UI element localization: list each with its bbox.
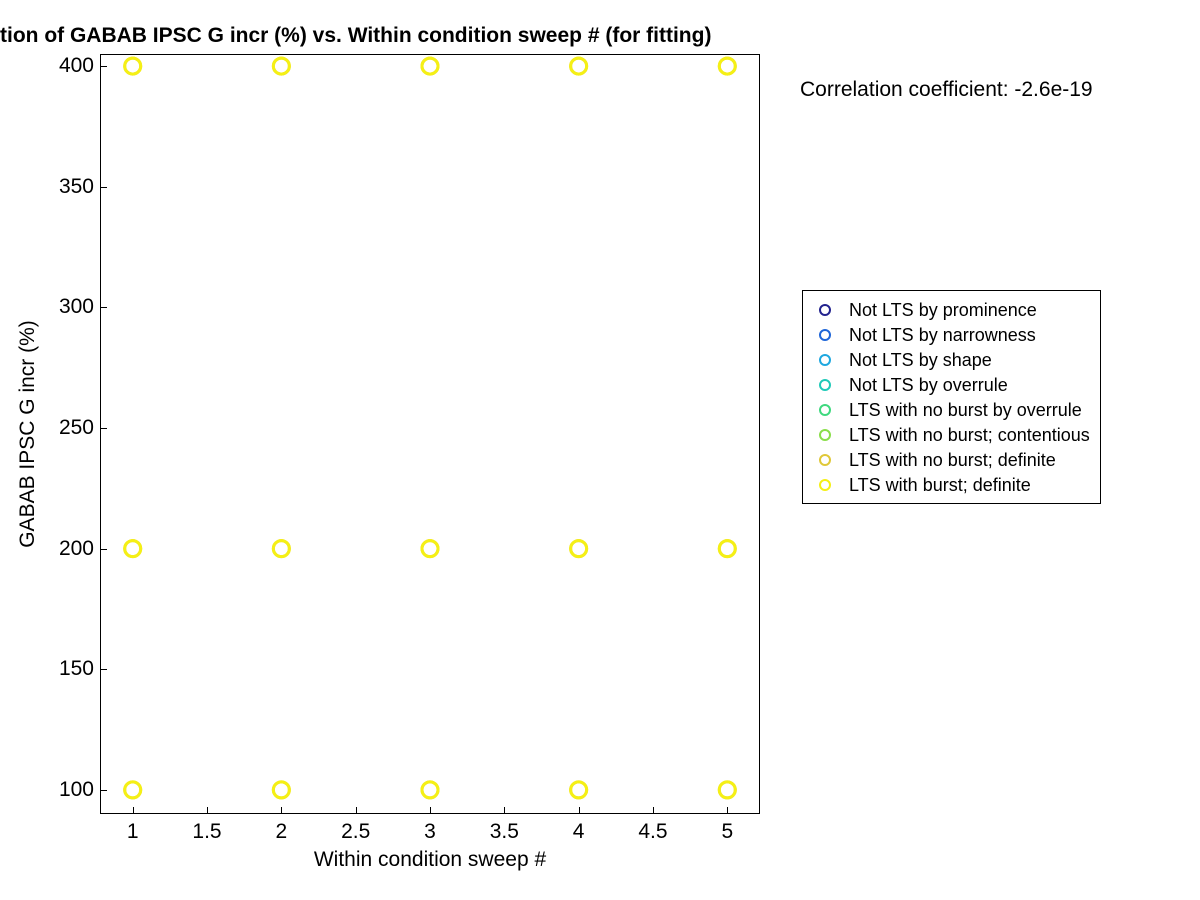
chart-title: tion of GABAB IPSC G incr (%) vs. Within…: [0, 24, 780, 48]
x-tick-label: 1.5: [192, 820, 221, 844]
x-tick-label: 3.5: [490, 820, 519, 844]
legend-label: LTS with burst; definite: [849, 476, 1031, 494]
scatter-marker: [571, 541, 587, 557]
legend-marker-icon: [819, 479, 831, 491]
scatter-marker: [422, 541, 438, 557]
scatter-marker: [719, 782, 735, 798]
legend-marker-icon: [819, 354, 831, 366]
legend-label: LTS with no burst by overrule: [849, 401, 1082, 419]
scatter-marker: [273, 782, 289, 798]
x-tick-label: 5: [721, 820, 733, 844]
scatter-layer: [100, 54, 760, 814]
legend: Not LTS by prominence Not LTS by narrowne…: [802, 290, 1101, 504]
scatter-marker: [719, 541, 735, 557]
x-tick-label: 3: [424, 820, 436, 844]
y-tick-label: 150: [50, 657, 94, 681]
legend-marker-icon: [819, 429, 831, 441]
legend-label: Not LTS by narrowness: [849, 326, 1036, 344]
scatter-marker: [125, 541, 141, 557]
legend-item: LTS with burst; definite: [813, 472, 1090, 497]
legend-item: Not LTS by shape: [813, 347, 1090, 372]
scatter-marker: [273, 58, 289, 74]
legend-item: LTS with no burst by overrule: [813, 397, 1090, 422]
scatter-marker: [571, 58, 587, 74]
y-tick-label: 250: [50, 416, 94, 440]
x-tick-label: 2: [276, 820, 288, 844]
legend-marker-icon: [819, 304, 831, 316]
x-tick-label: 1: [127, 820, 139, 844]
x-tick-label: 4.5: [638, 820, 667, 844]
scatter-marker: [422, 58, 438, 74]
legend-item: LTS with no burst; contentious: [813, 422, 1090, 447]
legend-marker-icon: [819, 454, 831, 466]
scatter-marker: [273, 541, 289, 557]
legend-item: Not LTS by narrowness: [813, 322, 1090, 347]
scatter-marker: [719, 58, 735, 74]
legend-label: LTS with no burst; contentious: [849, 426, 1090, 444]
x-axis-label: Within condition sweep #: [314, 848, 546, 872]
legend-label: Not LTS by prominence: [849, 301, 1037, 319]
legend-label: LTS with no burst; definite: [849, 451, 1056, 469]
legend-item: Not LTS by prominence: [813, 297, 1090, 322]
legend-label: Not LTS by shape: [849, 351, 992, 369]
scatter-marker: [125, 58, 141, 74]
y-tick-label: 300: [50, 295, 94, 319]
scatter-marker: [571, 782, 587, 798]
y-tick-label: 200: [50, 537, 94, 561]
legend-label: Not LTS by overrule: [849, 376, 1008, 394]
y-tick-label: 350: [50, 175, 94, 199]
x-tick-label: 4: [573, 820, 585, 844]
x-tick-label: 2.5: [341, 820, 370, 844]
legend-item: LTS with no burst; definite: [813, 447, 1090, 472]
scatter-marker: [125, 782, 141, 798]
y-tick-label: 100: [50, 778, 94, 802]
legend-marker-icon: [819, 379, 831, 391]
y-axis-label: GABAB IPSC G incr (%): [16, 320, 40, 548]
scatter-marker: [422, 782, 438, 798]
legend-item: Not LTS by overrule: [813, 372, 1090, 397]
legend-marker-icon: [819, 329, 831, 341]
correlation-annotation: Correlation coefficient: -2.6e-19: [800, 78, 1093, 102]
y-tick-label: 400: [50, 54, 94, 78]
legend-marker-icon: [819, 404, 831, 416]
